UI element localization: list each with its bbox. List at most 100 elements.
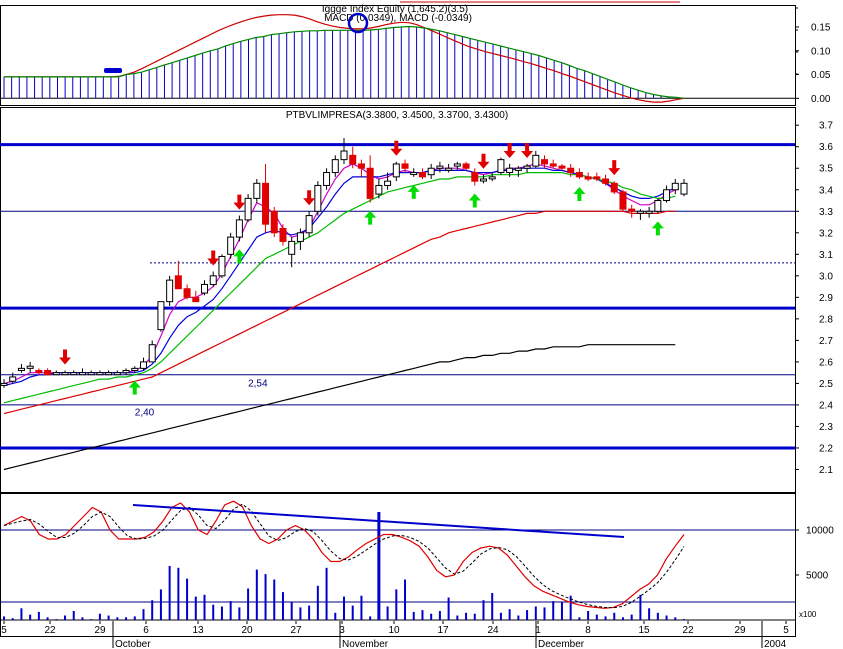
candle-body (445, 167, 453, 171)
volume-bar (517, 615, 520, 620)
candle-body (479, 178, 487, 182)
x-tick-label: 27 (290, 625, 302, 636)
volume-bar (430, 613, 433, 620)
volume-bar (674, 617, 677, 620)
candle-body (61, 372, 69, 376)
signal-down-arrow (303, 190, 316, 206)
volume-bar (369, 616, 372, 620)
highlight-circle (347, 12, 369, 34)
candle-body (262, 182, 270, 225)
volume-bar (238, 607, 241, 620)
volume-bar (125, 617, 128, 620)
volume-bar (683, 619, 685, 620)
volume-bar (499, 612, 502, 620)
candle-body (218, 255, 226, 277)
price-y-axis: 3.7 3.6 3.5 3.4 3.3 3.2 3.1 3.0 2.9 2.8 2.7 2.6 2.5 2… (795, 121, 833, 476)
candle-body (235, 219, 243, 238)
signal-up-arrow (573, 187, 586, 202)
candle-body (418, 172, 426, 178)
candle-body (26, 365, 34, 369)
price-y-tick-label: 3.7 (819, 121, 833, 132)
macd-y-axis: 0.15 0.10 0.05 0.00 (0, 7, 831, 105)
candle-body (192, 296, 200, 303)
x-tick-label: 24 (487, 625, 499, 636)
volume-bar (55, 619, 58, 620)
macd-y-tick-label: 0.15 (811, 23, 831, 34)
volume-bar (194, 596, 197, 620)
volume-unit-label: x100 (799, 610, 817, 619)
volume-bar (395, 589, 398, 620)
signal-down-arrow (477, 153, 490, 169)
month-label: 2004 (764, 639, 787, 649)
candle-body (392, 163, 400, 178)
volume-bar (255, 569, 258, 620)
candle-body (645, 210, 653, 214)
candle-body (331, 159, 339, 174)
candle-body (113, 372, 121, 376)
volume-bar (116, 617, 119, 620)
volume-bar (351, 605, 354, 620)
volume-bar (29, 614, 32, 620)
macd-title-line2: MACD (0.0349), MACD (-0.0349) (324, 13, 472, 24)
candle-body (244, 197, 252, 221)
volume-y-axis: 10000 5000 (0, 526, 834, 621)
candle-body (87, 372, 95, 376)
moving-average-line (3, 344, 676, 471)
candle-body (52, 372, 60, 376)
volume-bar (648, 608, 651, 620)
candle-body (288, 240, 296, 255)
volume-bar (133, 616, 136, 620)
candle-body (497, 159, 505, 174)
candle-body (209, 275, 217, 285)
volume-bar (543, 607, 546, 620)
volume-bar (595, 614, 598, 620)
candle-body (349, 154, 357, 165)
candle-body (567, 167, 575, 174)
volume-bar (465, 612, 468, 620)
volume-bar (229, 601, 232, 620)
volume-bar (46, 617, 49, 620)
panel-frame (0, 493, 796, 637)
price-y-tick-label: 2.2 (819, 443, 833, 454)
candle-body (70, 372, 78, 376)
candle-body (584, 176, 592, 180)
volume-bar (247, 588, 250, 620)
candle-body (654, 200, 662, 212)
candle-body (558, 165, 566, 169)
x-tick-label: 3 (339, 625, 345, 636)
candle-body (628, 208, 636, 212)
x-tick-label: 29 (94, 625, 106, 636)
volume-bar (3, 616, 5, 620)
moving-average-line (3, 172, 676, 404)
candle-body (453, 163, 461, 167)
volume-bar (107, 615, 110, 620)
x-tick-label: 20 (241, 625, 253, 636)
candle-body (17, 367, 25, 372)
annotation-2-40: 2,40 (135, 407, 155, 418)
candle-body (166, 279, 174, 303)
x-tick-label: 13 (192, 625, 204, 636)
candle-body (541, 159, 549, 165)
macd-title-line1: Iggge Index Equity (1,645.2)(3.5) (322, 4, 468, 15)
macd-line (4, 25, 685, 99)
volume-bar (98, 613, 101, 620)
volume-bar (665, 615, 668, 620)
macd-lines (4, 14, 685, 103)
volume-bar (343, 596, 345, 620)
volume-bar (142, 609, 145, 620)
volume-panel: 10000 5000 x100 (0, 500, 834, 621)
candle-body (602, 178, 610, 184)
candle-body (305, 215, 313, 234)
volume-bar (281, 592, 284, 620)
price-y-tick-label: 3.2 (819, 228, 833, 239)
volume-bar (491, 593, 494, 620)
x-tick-label: 10 (388, 625, 400, 636)
price-y-tick-label: 2.4 (819, 400, 833, 411)
x-tick-label: 5 (1, 625, 7, 636)
candle-body (462, 163, 470, 169)
macd-marker (104, 68, 122, 73)
stochastic-lines (3, 500, 685, 609)
price-y-tick-label: 2.9 (819, 293, 833, 304)
volume-bar (552, 601, 555, 620)
price-panel: PTBVLIMPRESA(3.3800, 3.4500, 3.3700, 3.4… (0, 110, 833, 476)
